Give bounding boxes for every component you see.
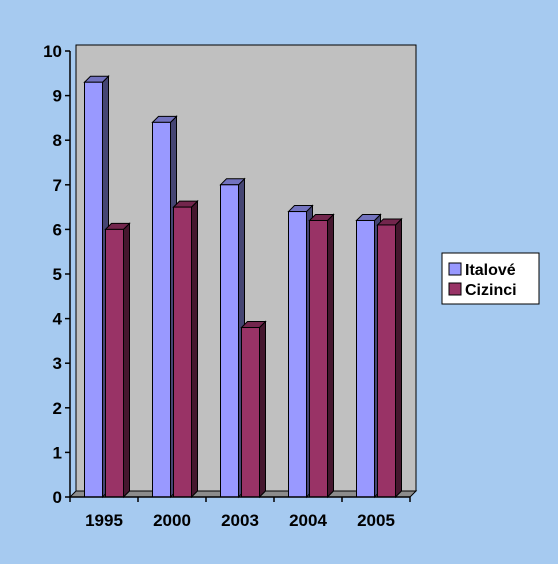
bar-front <box>377 224 396 498</box>
bar-front <box>356 219 375 498</box>
x-tick-label: 2005 <box>357 511 395 530</box>
y-tick-label: 6 <box>53 220 62 239</box>
bar-cizinci-2004 <box>308 213 335 499</box>
x-tick-label: 2000 <box>153 511 191 530</box>
bar-italov--1995 <box>83 75 110 499</box>
y-tick-label: 1 <box>53 443 62 462</box>
bar-group <box>83 75 403 499</box>
legend-swatch-cizinci <box>448 282 462 296</box>
y-tick-label: 5 <box>53 265 62 284</box>
bar-front <box>105 228 124 498</box>
y-tick-label: 8 <box>53 131 62 150</box>
bar-side <box>123 222 130 499</box>
bar-cizinci-2000 <box>172 199 199 499</box>
y-tick-label: 3 <box>53 354 62 373</box>
bar-italov--2003 <box>219 177 246 499</box>
bar-italov--2004 <box>287 204 314 499</box>
legend: Italové Cizinci <box>441 252 540 305</box>
bar-front <box>220 184 239 498</box>
bar-cizinci-2005 <box>376 217 403 499</box>
bar-side <box>327 213 334 499</box>
x-tick-label: 2003 <box>221 511 259 530</box>
bar-front <box>84 81 103 498</box>
y-tick-label: 4 <box>53 310 63 329</box>
y-tick-label: 9 <box>53 87 62 106</box>
bar-front <box>288 211 307 498</box>
bar-side <box>395 217 402 499</box>
x-tick-label: 1995 <box>85 511 123 530</box>
y-tick-label: 7 <box>53 176 62 195</box>
bar-front <box>241 327 260 498</box>
x-tick-label: 2004 <box>289 511 327 530</box>
legend-label-italove: Italové <box>465 262 516 279</box>
legend-swatch-italove <box>448 262 462 276</box>
legend-label-cizinci: Cizinci <box>465 282 517 299</box>
axes: 0 1 2 3 4 5 6 7 8 9 10 1995 2000 2003 2004 2005 <box>43 42 411 530</box>
bar-cizinci-1995 <box>104 222 131 499</box>
bar-front <box>309 219 328 498</box>
bar-italov--2000 <box>151 115 178 499</box>
y-tick-label: 2 <box>53 399 62 418</box>
bar-side <box>259 320 266 499</box>
bar-front <box>173 206 192 498</box>
bar-italov--2005 <box>355 213 382 499</box>
bar-cizinci-2003 <box>240 320 267 499</box>
bar-side <box>191 199 198 499</box>
bar-front <box>152 121 171 498</box>
y-tick-label: 0 <box>53 488 62 507</box>
y-tick-label: 10 <box>43 42 62 61</box>
